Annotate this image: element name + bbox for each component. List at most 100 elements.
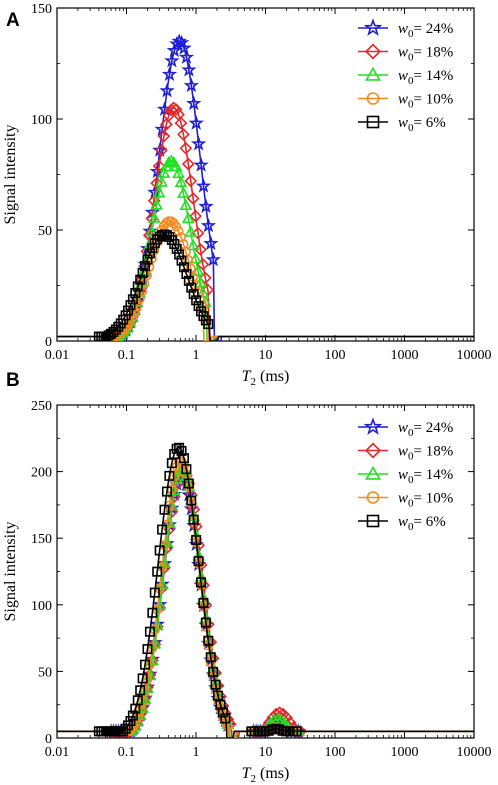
legend-entry: w0= 6% [358, 514, 446, 533]
data-point [183, 77, 200, 93]
legend-marker [364, 442, 382, 459]
x-tick-label: 1000 [391, 348, 419, 363]
legend-label: w0= 6% [398, 514, 446, 533]
data-point [150, 176, 164, 190]
data-point [152, 159, 166, 173]
data-point [203, 635, 214, 646]
data-point [157, 524, 168, 535]
x-tick-label: 1 [193, 348, 200, 363]
data-point [190, 135, 207, 151]
data-point [161, 66, 178, 81]
data-point [184, 225, 198, 237]
y-axis-label: Signal intensity [2, 125, 19, 225]
panel-label: A [6, 10, 20, 31]
legend-entry: w0= 18% [358, 442, 453, 463]
data-point [193, 556, 204, 567]
legend-marker [366, 514, 380, 528]
legend-marker [366, 115, 380, 129]
data-point [198, 597, 209, 608]
data-point [132, 281, 143, 292]
data-point [203, 235, 219, 251]
data-point [208, 666, 219, 677]
data-point [179, 141, 193, 155]
x-tick-label: 1000 [391, 745, 419, 760]
x-tick-label: 1 [193, 745, 200, 760]
x-tick-label: 0.01 [45, 348, 70, 363]
data-point [176, 255, 187, 266]
y-tick-label: 50 [38, 665, 52, 680]
y-tick-label: 0 [45, 732, 52, 747]
data-point [150, 198, 164, 210]
y-tick-label: 250 [31, 399, 52, 414]
data-point [188, 514, 199, 525]
data-point [198, 271, 212, 285]
data-point [291, 726, 302, 737]
legend-entry: w0= 24% [358, 18, 453, 40]
series-line [57, 160, 474, 341]
data-point [169, 160, 183, 172]
y-tick-label: 100 [31, 599, 52, 614]
data-point [159, 82, 175, 98]
legend-marker [365, 465, 381, 480]
data-point [176, 40, 192, 55]
data-point [183, 275, 194, 286]
data-point [184, 174, 198, 188]
x-axis-label: T2 (ms) [242, 368, 290, 388]
data-point [180, 469, 193, 481]
legend-entry: w0= 18% [358, 43, 453, 64]
legend-label: w0= 6% [398, 115, 446, 134]
legend-marker [366, 92, 380, 105]
data-point [186, 495, 197, 506]
y-tick-label: 150 [31, 532, 52, 547]
x-tick-label: 100 [325, 348, 346, 363]
data-point [169, 103, 183, 116]
data-point [196, 577, 207, 588]
data-point [203, 319, 214, 330]
data-point [178, 262, 189, 273]
y-tick-label: 0 [45, 335, 52, 350]
data-point [189, 209, 202, 223]
legend-entry: w0= 10% [358, 92, 453, 111]
data-point [188, 115, 204, 130]
data-point [127, 710, 138, 721]
data-point [176, 186, 190, 198]
data-point [171, 221, 182, 232]
x-tick-label: 10 [259, 745, 273, 760]
data-point [177, 128, 190, 141]
data-point [181, 62, 197, 77]
data-point [125, 716, 136, 727]
data-point [130, 288, 141, 299]
legend-label: w0= 24% [398, 420, 453, 439]
legend-marker [364, 43, 382, 60]
data-point [183, 478, 194, 489]
panel-b-chart: B 0.01 0.1 1 10 100 1000 10000 0 50 100 150 200 250 T2… [2, 370, 492, 785]
data-point [159, 504, 170, 515]
x-tick-label: 10000 [457, 348, 492, 363]
legend-label: w0= 24% [398, 21, 453, 40]
legend-entry: w0= 24% [358, 417, 453, 439]
data-point [164, 52, 180, 68]
data-point [160, 118, 173, 131]
data-point [181, 211, 195, 224]
y-tick-label: 100 [31, 113, 52, 128]
data-point [217, 707, 228, 718]
data-point [186, 95, 202, 111]
data-point [220, 713, 231, 724]
data-point [142, 644, 153, 655]
data-point [164, 154, 178, 166]
data-point [125, 300, 136, 311]
data-point [166, 42, 182, 58]
data-point [191, 226, 205, 240]
legend-entry: w0= 10% [358, 491, 453, 510]
data-point [154, 545, 165, 556]
series-line [57, 233, 474, 341]
x-tick-label: 10000 [457, 745, 492, 760]
data-point [188, 289, 199, 300]
data-point [142, 254, 153, 265]
legend-marker [363, 417, 383, 435]
y-axis-label: Signal intensity [2, 522, 19, 622]
data-point [144, 626, 155, 637]
data-point [155, 143, 168, 157]
data-point [174, 175, 188, 188]
